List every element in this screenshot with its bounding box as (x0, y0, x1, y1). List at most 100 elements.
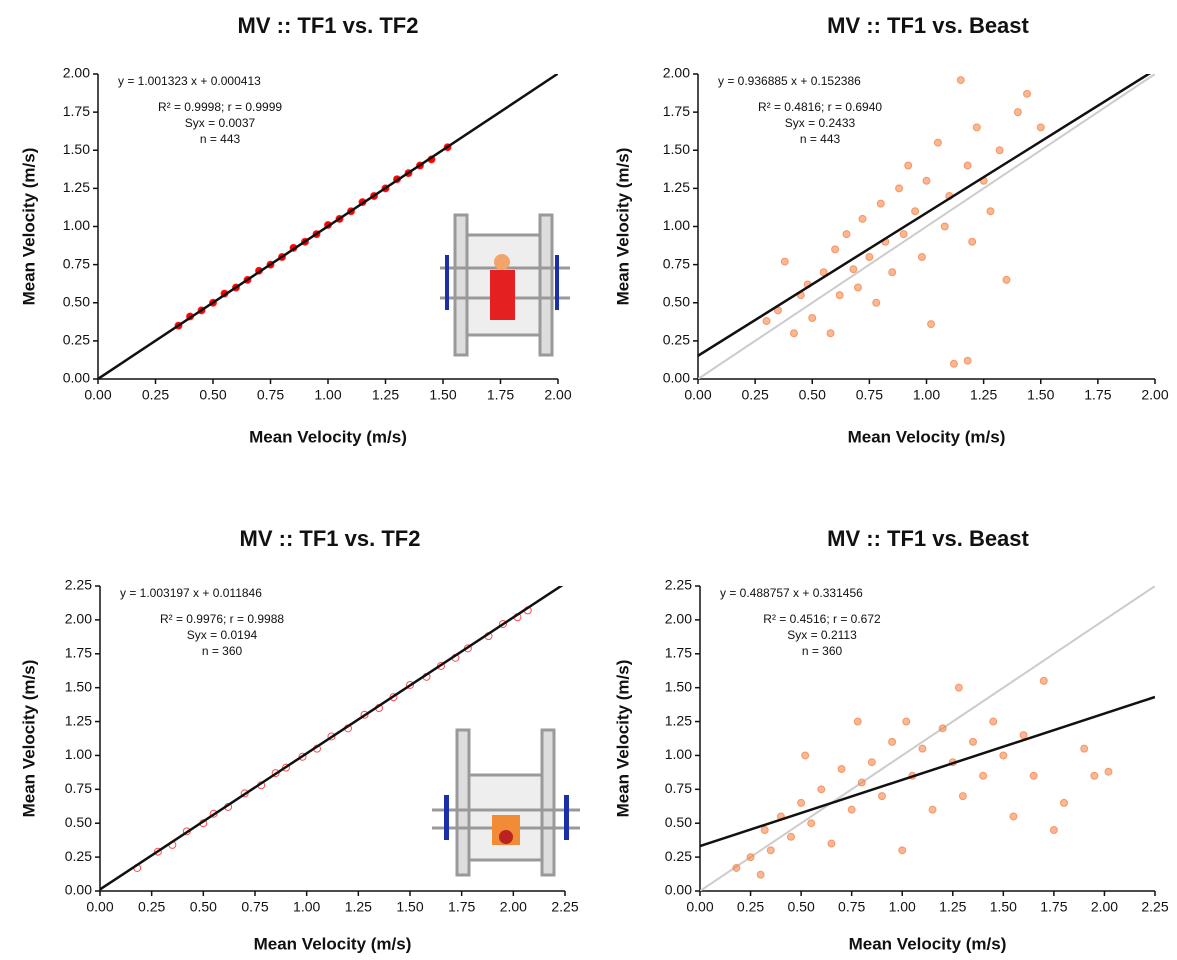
statistic: n = 443 (200, 132, 241, 146)
point (1039, 676, 1048, 685)
y-tick-label: 1.50 (665, 678, 692, 694)
x-tick-label: 1.00 (293, 899, 320, 915)
x-tick-label: 1.75 (1040, 899, 1067, 915)
x-tick-label: 0.50 (199, 387, 226, 403)
point (801, 751, 810, 760)
point (817, 785, 826, 794)
statistic: n = 360 (802, 644, 843, 658)
y-tick-label: 1.25 (665, 712, 692, 728)
y-tick-label: 1.00 (665, 746, 692, 762)
point (968, 237, 977, 246)
x-tick-label: 1.75 (487, 387, 514, 403)
y-tick-label: 0.25 (663, 332, 690, 348)
statistic: Syx = 0.0194 (187, 628, 258, 642)
point (928, 805, 937, 814)
point (271, 769, 280, 778)
y-tick-label: 1.50 (663, 141, 690, 157)
y-tick-label: 0.75 (63, 255, 90, 271)
point (1013, 108, 1022, 117)
point (849, 265, 858, 274)
point (1002, 275, 1011, 284)
point (922, 176, 931, 185)
point (876, 199, 885, 208)
x-tick-label: 1.75 (448, 899, 475, 915)
y-tick-label: 2.00 (665, 611, 692, 627)
point (904, 161, 913, 170)
point (1029, 771, 1038, 780)
point (972, 123, 981, 132)
point (979, 771, 988, 780)
y-tick-label: 0.75 (665, 780, 692, 796)
regression-line (700, 695, 1155, 848)
x-tick-label: 0.00 (84, 387, 111, 403)
identity-line (698, 74, 1155, 379)
equation: y = 1.001323 x + 0.000413 (118, 74, 261, 88)
x-tick-label: 0.75 (838, 899, 865, 915)
point (895, 184, 904, 193)
point (958, 792, 967, 801)
point (808, 314, 817, 322)
point (853, 717, 862, 726)
x-tick-label: 1.00 (889, 899, 916, 915)
x-tick-label: 0.75 (856, 387, 883, 403)
y-tick-label: 1.50 (65, 678, 92, 694)
y-tick-label: 1.25 (65, 712, 92, 728)
y-tick-label: 0.25 (665, 848, 692, 864)
point (918, 744, 927, 753)
x-axis-label: Mean Velocity (m/s) (254, 934, 412, 953)
y-tick-label: 0.25 (65, 848, 92, 864)
x-axis-label: Mean Velocity (m/s) (848, 427, 1006, 446)
statistic: R² = 0.4516; r = 0.672 (763, 612, 881, 626)
chart-title: MV :: TF1 vs. Beast (827, 526, 1029, 551)
statistic: Syx = 0.2113 (787, 628, 857, 642)
y-tick-label: 0.50 (665, 814, 692, 830)
x-tick-label: 2.25 (551, 899, 578, 915)
point (1009, 812, 1018, 821)
point (827, 839, 836, 848)
y-axis-label: Mean Velocity (m/s) (613, 660, 632, 818)
x-tick-label: 2.00 (500, 899, 527, 915)
point (1090, 771, 1099, 780)
point (789, 329, 798, 338)
point (1019, 731, 1028, 740)
y-tick-label: 2.00 (63, 65, 90, 81)
x-tick-label: 0.50 (799, 387, 826, 403)
equation: y = 1.003197 x + 0.011846 (120, 586, 262, 600)
statistic: R² = 0.4816; r = 0.6940 (758, 100, 882, 114)
x-tick-label: 2.00 (1091, 899, 1118, 915)
point (927, 320, 936, 329)
point (917, 253, 926, 261)
x-tick-label: 0.00 (684, 387, 711, 403)
point (911, 207, 920, 216)
equation: y = 0.488757 x + 0.331456 (720, 586, 863, 600)
y-tick-label: 1.00 (65, 746, 92, 762)
point (826, 329, 835, 338)
statistic: n = 360 (202, 644, 243, 658)
y-tick-label: 0.00 (65, 882, 92, 898)
point (282, 763, 290, 772)
x-axis-label: Mean Velocity (m/s) (849, 934, 1007, 953)
point (1104, 767, 1113, 776)
identity-line (700, 586, 1155, 891)
y-tick-label: 2.25 (65, 577, 92, 593)
x-tick-label: 0.25 (138, 899, 165, 915)
point (857, 778, 866, 787)
x-axis-label: Mean Velocity (m/s) (249, 427, 407, 446)
point (949, 359, 958, 368)
y-tick-label: 1.75 (663, 103, 690, 119)
x-tick-label: 1.50 (1027, 387, 1054, 403)
point (746, 853, 755, 862)
x-tick-label: 0.50 (787, 899, 814, 915)
y-tick-label: 0.25 (63, 332, 90, 348)
point (797, 798, 806, 807)
point (888, 268, 897, 277)
y-tick-label: 1.75 (65, 644, 92, 660)
y-tick-label: 2.00 (65, 611, 92, 627)
x-tick-label: 1.50 (429, 387, 456, 403)
x-tick-label: 0.75 (257, 387, 284, 403)
y-axis-label: Mean Velocity (m/s) (613, 148, 632, 306)
